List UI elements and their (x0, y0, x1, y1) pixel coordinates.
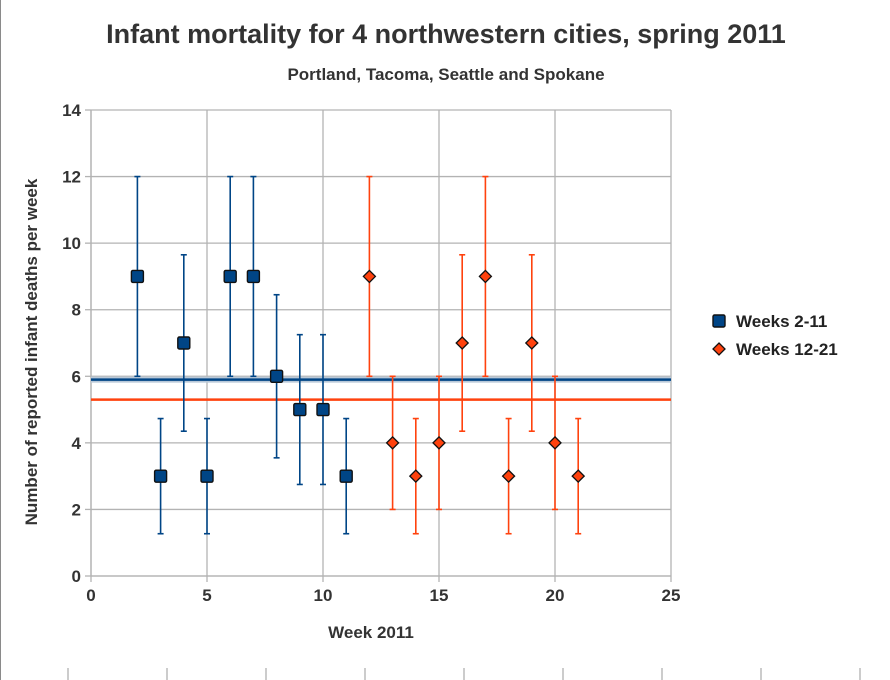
y-tick-label: 12 (62, 168, 81, 187)
data-point (153, 469, 168, 483)
x-tick-label: 15 (430, 586, 449, 605)
x-tick-label: 10 (314, 586, 333, 605)
legend: Weeks 2-11 Weeks 12-21 (712, 312, 838, 359)
axes: 0 2 4 6 8 10 12 14 0 5 10 15 20 25 (62, 101, 680, 605)
x-tick-label: 25 (662, 586, 681, 605)
legend-marker (712, 314, 726, 328)
chart-subtitle: Portland, Tacoma, Seattle and Spokane (287, 65, 604, 84)
data-point (223, 269, 237, 284)
data-point (130, 269, 145, 284)
y-tick-label: 14 (62, 101, 81, 120)
data-point (455, 336, 470, 350)
data-point (200, 469, 214, 483)
data-point (408, 469, 423, 484)
mean-lines (91, 376, 671, 401)
data-point (524, 336, 539, 350)
x-tick-label: 20 (546, 586, 565, 605)
legend-marker (712, 342, 726, 356)
y-tick-label: 8 (72, 301, 81, 320)
data-point (177, 336, 191, 350)
legend-label: Weeks 12-21 (736, 340, 838, 359)
y-tick-label: 2 (72, 500, 81, 519)
y-tick-label: 4 (72, 434, 82, 453)
data-point (269, 369, 284, 383)
data-point (432, 435, 446, 450)
legend-label: Weeks 2-11 (736, 312, 827, 331)
y-tick-label: 10 (62, 234, 81, 253)
data-point (385, 435, 400, 450)
data-point (478, 269, 493, 284)
data-point (501, 469, 516, 484)
window-ruler (67, 668, 861, 680)
data-point (316, 402, 330, 417)
data-point (293, 402, 307, 417)
data-point (362, 269, 377, 284)
data-point (246, 269, 261, 284)
data-point (339, 469, 353, 483)
chart-title: Infant mortality for 4 northwestern citi… (106, 19, 786, 49)
data-points (130, 269, 586, 484)
y-tick-label: 6 (72, 367, 81, 386)
y-axis-title: Number of reported infant deaths per wee… (22, 178, 41, 525)
x-tick-label: 0 (86, 586, 95, 605)
x-axis-title: Week 2011 (328, 623, 414, 642)
x-tick-label: 5 (202, 586, 211, 605)
y-tick-label: 0 (72, 567, 81, 586)
data-point (548, 435, 562, 450)
data-point (571, 469, 586, 484)
